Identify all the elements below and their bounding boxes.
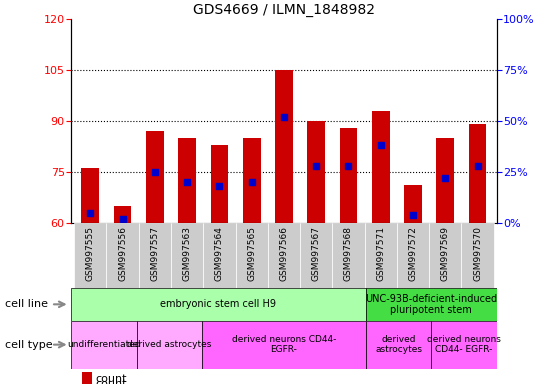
Text: GSM997555: GSM997555 [86,226,95,281]
Text: GSM997564: GSM997564 [215,226,224,281]
Text: GSM997570: GSM997570 [473,226,482,281]
Bar [366,288,497,321]
Bar [404,185,422,223]
Bar [171,223,203,288]
Point [86,210,94,216]
Bar [468,124,486,223]
Bar [243,138,260,223]
Bar [82,372,92,384]
Bar [436,138,454,223]
Text: count: count [96,379,127,384]
Text: cell line: cell line [5,299,49,310]
Bar [139,223,171,288]
Bar [372,111,390,223]
Point [151,169,159,175]
Bar [211,145,228,223]
Text: GSM997557: GSM997557 [150,226,159,281]
Bar [71,321,136,369]
Bar [365,223,397,288]
Bar [114,206,132,223]
Text: embryonic stem cell H9: embryonic stem cell H9 [161,299,276,310]
Text: GSM997572: GSM997572 [408,226,418,281]
Bar [178,138,196,223]
Point [473,163,482,169]
Text: GSM997563: GSM997563 [182,226,192,281]
Text: GSM997569: GSM997569 [441,226,450,281]
Point [441,175,449,181]
Text: undifferentiated: undifferentiated [67,340,140,349]
Point [344,163,353,169]
Point [183,179,192,185]
Point [408,212,417,218]
Bar [81,169,99,223]
Bar [431,321,497,369]
Text: UNC-93B-deficient-induced
pluripotent stem: UNC-93B-deficient-induced pluripotent st… [365,293,497,315]
Text: count: count [95,374,127,384]
Text: derived
astrocytes: derived astrocytes [375,335,422,354]
Bar [300,223,333,288]
Point [280,114,288,120]
Text: GSM997556: GSM997556 [118,226,127,281]
Bar [307,121,325,223]
Text: GSM997571: GSM997571 [376,226,385,281]
Point [247,179,256,185]
Bar [136,321,202,369]
Bar [333,223,365,288]
Bar [340,128,357,223]
Bar [74,223,106,288]
Text: derived neurons CD44-
EGFR-: derived neurons CD44- EGFR- [232,335,336,354]
Bar [429,223,461,288]
Bar [146,131,164,223]
Bar [268,223,300,288]
Point [312,163,321,169]
Text: derived astrocytes: derived astrocytes [127,340,211,349]
Bar [106,223,139,288]
Bar [461,223,494,288]
Text: GSM997568: GSM997568 [344,226,353,281]
Bar [366,321,431,369]
Bar [71,288,366,321]
Point [215,183,224,189]
Text: cell type: cell type [5,339,53,350]
Title: GDS4669 / ILMN_1848982: GDS4669 / ILMN_1848982 [193,3,375,17]
Text: GSM997565: GSM997565 [247,226,256,281]
Text: GSM997567: GSM997567 [312,226,321,281]
Bar [202,321,366,369]
Bar [275,70,293,223]
Bar [235,223,268,288]
Text: derived neurons
CD44- EGFR-: derived neurons CD44- EGFR- [427,335,501,354]
Point [118,215,127,222]
Text: GSM997566: GSM997566 [280,226,288,281]
Point [376,142,385,149]
Bar [203,223,235,288]
Bar [397,223,429,288]
